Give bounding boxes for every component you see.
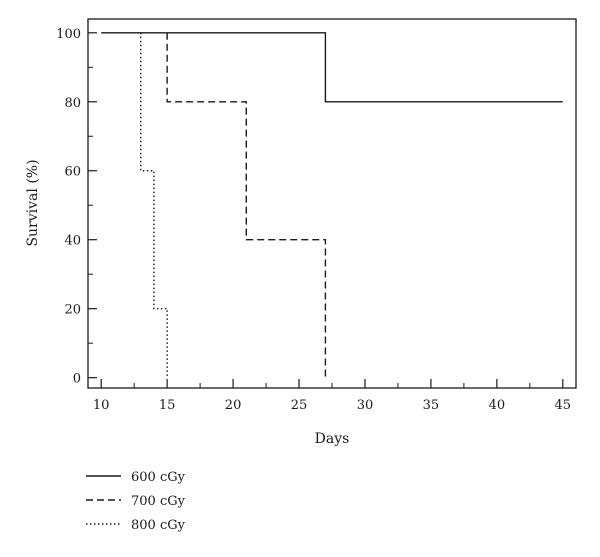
y-tick-label: 100	[56, 27, 81, 42]
y-tick-label: 40	[64, 234, 81, 249]
x-tick-label: 35	[423, 398, 440, 413]
series-line-3	[140, 32, 168, 378]
series-lines	[101, 32, 563, 378]
x-tick-label: 20	[225, 398, 242, 413]
legend-label: 800 cGy	[131, 518, 186, 533]
series-line-1	[101, 32, 563, 103]
x-tick-label: 40	[489, 398, 506, 413]
legend: 600 cGy 700 cGy 800 cGy	[86, 470, 186, 533]
y-axis-ticks: 0 20 40 60 80 100	[56, 27, 97, 387]
x-tick-label: 15	[159, 398, 176, 413]
x-tick-label: 25	[291, 398, 308, 413]
y-tick-label: 20	[64, 303, 81, 318]
y-tick-label: 0	[73, 372, 81, 387]
x-tick-label: 45	[555, 398, 572, 413]
legend-label: 600 cGy	[131, 470, 186, 485]
plot-frame	[87, 18, 577, 389]
series-line-2	[166, 32, 327, 378]
y-axis-label: Survival (%)	[25, 159, 41, 246]
x-tick-label: 10	[93, 398, 110, 413]
y-tick-label: 60	[64, 165, 81, 180]
x-axis-ticks: 10 15 20 25 30 35 40 45	[93, 379, 571, 413]
x-axis-label: Days	[315, 431, 350, 447]
legend-label: 700 cGy	[131, 494, 186, 509]
y-tick-label: 80	[64, 96, 81, 111]
x-tick-label: 30	[357, 398, 374, 413]
